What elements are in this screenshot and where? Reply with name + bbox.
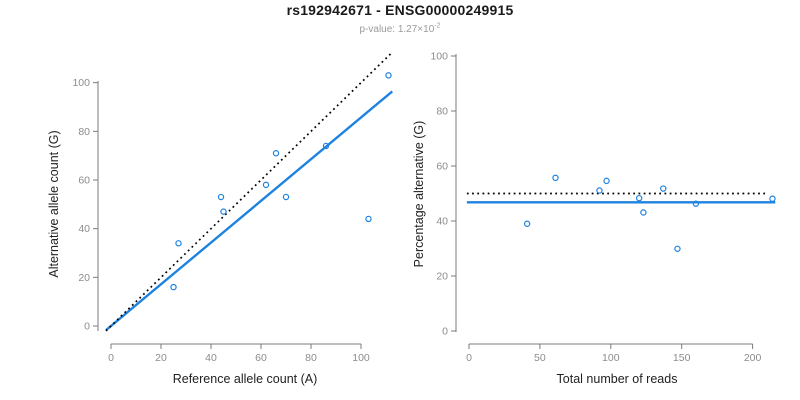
y-tick-label: 80 [78,126,90,138]
y-tick-label: 0 [442,326,448,338]
data-point [220,208,227,215]
y-tick-label: 100 [430,51,448,63]
data-point [635,194,643,202]
x-axis-title: Total number of reads [557,372,678,386]
x-axis-title: Reference allele count (A) [173,372,318,386]
y-axis-title: Alternative allele count (G) [47,130,61,277]
data-point [640,209,647,216]
x-tick-label: 100 [602,352,620,364]
data-point [217,193,225,201]
data-point [385,72,392,79]
x-tick-label: 0 [108,352,114,364]
x-tick-label: 40 [205,352,217,364]
pvalue-exponent: -2 [434,22,441,30]
y-tick-label: 60 [78,175,90,187]
data-point [282,193,290,201]
x-tick-label: 100 [352,352,370,364]
data-point [170,283,177,291]
data-point [674,245,681,252]
y-tick-label: 80 [436,106,448,118]
x-tick-label: 200 [744,352,762,364]
data-point [272,150,280,157]
x-tick-label: 50 [534,352,546,364]
data-point [365,215,372,223]
y-tick-label: 40 [78,223,90,235]
pvalue-base: 1.27×10 [397,24,435,35]
data-point [523,220,531,227]
plot-percentage-vs-reads: 0 20 40 60 80 100 0 50 100 150 200 Total number of … [412,51,776,386]
data-point [603,177,610,185]
y-tick-label: 100 [72,77,90,89]
y-tick-label: 0 [84,321,90,333]
data-point [552,174,559,182]
data-point [660,185,667,192]
x-tick-label: 20 [155,352,167,364]
y-tick-label: 40 [436,216,448,228]
x-tick-label: 0 [466,352,472,364]
plot-allele-counts: 0 20 40 60 80 100 0 20 40 60 80 100 Reference allele… [47,51,394,386]
x-tick-label: 80 [305,352,317,364]
figure-title: rs192942671 - ENSG00000249915 [286,2,514,18]
x-tick-label: 60 [255,352,267,364]
x-tick-label: 150 [673,352,691,364]
y-tick-label: 20 [436,271,448,283]
identity-line [105,51,393,332]
data-point [175,240,182,247]
data-point [769,195,776,202]
y-tick-label: 60 [436,161,448,173]
figure-subtitle: p-value: 1.27×10-2 [0,22,800,35]
regression-fit-line [105,90,394,332]
y-tick-label: 20 [78,272,90,284]
y-axis-title: Percentage alternative (G) [412,121,426,268]
data-point [692,200,700,207]
data-point [322,142,330,150]
data-point [262,181,270,189]
data-point [596,187,603,194]
pvalue-label: p-value: [359,24,398,35]
